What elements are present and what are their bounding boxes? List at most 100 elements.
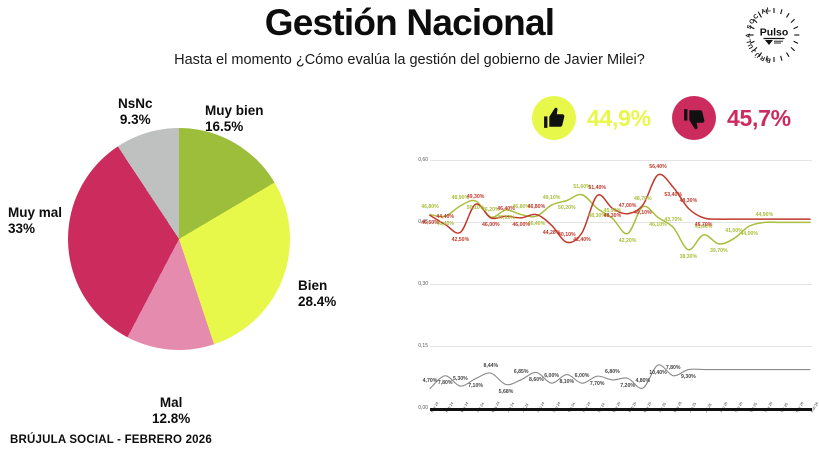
pie-label-nsnc-value: 9.3% <box>119 111 151 127</box>
data-label: 46,60% <box>421 219 439 226</box>
line-series-nsnc <box>429 364 811 390</box>
brujula-social-logo: BRÚJULA SOCIAL Pulso <box>743 4 805 66</box>
data-label: 41,90% <box>694 224 713 231</box>
pie-label-muy-mal-value: 33% <box>8 220 36 236</box>
data-label: 45,90% <box>603 207 622 214</box>
data-label: 53,40% <box>664 191 682 198</box>
thumbs-down-icon <box>683 108 704 129</box>
pie-label-nsnc-name: NsNc <box>118 96 153 111</box>
data-label: 7,80% <box>437 380 453 387</box>
pie-label-muy-mal-name: Muy mal <box>8 205 63 220</box>
data-label: 44,40% <box>436 213 454 220</box>
data-label: 42,20% <box>618 238 637 245</box>
data-label: 50,10% <box>466 205 485 212</box>
chart-plot-area <box>429 173 811 390</box>
data-label: 4,80% <box>635 377 651 384</box>
page-title: Gestión Nacional <box>264 2 555 43</box>
y-axis-tick: 0,60 <box>418 157 428 163</box>
data-label: 39,70% <box>709 248 728 255</box>
positive-value: 44,9% <box>587 104 651 131</box>
pie-label-bien: Bien 28.4% <box>298 278 336 310</box>
negative-value: 45,7% <box>727 104 791 131</box>
data-label: 4,70% <box>422 378 438 385</box>
thumbs-up-badge <box>532 96 576 140</box>
data-label: 46,40% <box>527 220 546 227</box>
data-label: 51,40% <box>588 185 606 192</box>
data-label: 8,60% <box>529 376 544 383</box>
data-label: 48,70% <box>633 196 652 203</box>
data-label: 38,30% <box>679 254 698 261</box>
data-label: 46,00% <box>512 222 530 229</box>
data-label: 46,80% <box>421 204 439 211</box>
data-label: 41,00% <box>725 228 743 235</box>
data-label: 46,20% <box>481 206 500 213</box>
data-label: 46,80% <box>512 204 530 211</box>
negative-summary: 45,7% <box>672 96 791 140</box>
data-label: 46,10% <box>649 221 667 228</box>
pie-label-mal: Mal 12.8% <box>152 395 190 427</box>
y-axis-tick: 0,45 <box>418 219 428 225</box>
data-label: 46,80% <box>527 204 546 211</box>
pie-chart <box>68 128 290 350</box>
evolution-line-chart: 0,60 0,45 0,30 0,15 0,00 46,80% 46,40% 48,90% 5… <box>412 150 819 450</box>
data-label: 7,80% <box>665 365 681 372</box>
data-label: 43,70% <box>664 216 682 223</box>
data-label: 46,40% <box>497 205 515 212</box>
data-label: 42,40% <box>573 237 591 244</box>
chart-baseline <box>430 408 812 411</box>
footer-credit: BRÚJULA SOCIAL - FEBRERO 2026 <box>10 434 212 446</box>
data-label: 40,10% <box>557 231 576 238</box>
thumbs-down-badge <box>672 96 716 140</box>
y-axis-tick: 0,15 <box>418 343 428 349</box>
pie-label-nsnc: NsNc 9.3% <box>118 96 153 128</box>
data-label: 44,90% <box>755 211 774 218</box>
data-label: 10,40% <box>649 369 667 376</box>
gridline <box>430 160 812 161</box>
pie-label-muy-bien: Muy bien 16.5% <box>205 103 264 135</box>
data-label: 50,20% <box>557 205 576 211</box>
gridline <box>430 346 812 347</box>
data-label: 49,10% <box>542 194 561 201</box>
data-label: 6,00% <box>544 372 559 379</box>
data-label: 48,30% <box>679 197 698 204</box>
data-label: 6,80% <box>605 369 620 376</box>
pie-label-mal-value: 12.8% <box>152 410 191 426</box>
data-label: 7,20% <box>620 382 635 389</box>
pie-label-bien-value: 28.4% <box>298 293 337 309</box>
gridline <box>430 222 812 223</box>
thumbs-up-icon <box>543 107 564 128</box>
data-label: 5,68% <box>498 389 514 396</box>
data-label: 49,10% <box>633 209 652 216</box>
data-label: 56,40% <box>649 164 667 171</box>
y-axis-tick: 0,30 <box>418 281 428 287</box>
data-label: 44,28% <box>542 229 561 236</box>
data-label: 8,10% <box>559 379 575 386</box>
data-label: 44,00% <box>740 230 758 237</box>
data-label: 9,30% <box>681 374 696 381</box>
line-series-negativa <box>429 173 811 244</box>
data-label: 7,10% <box>468 383 483 390</box>
pie-label-muy-bien-value: 16.5% <box>205 118 244 134</box>
pie-label-muy-bien-name: Muy bien <box>205 103 264 118</box>
data-label: 48,90% <box>451 195 470 202</box>
data-label: 47,92% <box>497 214 515 221</box>
line-series-positiva <box>429 193 811 251</box>
data-label: 46,00% <box>481 222 500 229</box>
pie-label-mal-name: Mal <box>159 395 183 410</box>
data-label: 45,70% <box>694 222 713 229</box>
pie-circle <box>68 128 290 350</box>
logo-center-text: Pulso <box>760 27 789 39</box>
data-label: 5,30% <box>453 375 468 382</box>
gridline <box>430 284 812 285</box>
data-label: 6,00% <box>574 372 590 379</box>
data-label: 51,60% <box>573 184 591 191</box>
data-label: 42,50% <box>451 236 470 243</box>
data-label: 7,70% <box>589 380 605 387</box>
y-axis-tick: 0,00 <box>418 405 428 411</box>
data-label: 48,30% <box>588 212 606 219</box>
pie-label-muy-mal: Muy mal 33% <box>8 205 62 237</box>
data-label: 6,85% <box>513 369 529 376</box>
pie-label-bien-name: Bien <box>298 278 328 293</box>
logo-badge-icon: BRÚJULA SOCIAL Pulso <box>745 6 800 64</box>
data-label: 48,30% <box>603 212 622 219</box>
